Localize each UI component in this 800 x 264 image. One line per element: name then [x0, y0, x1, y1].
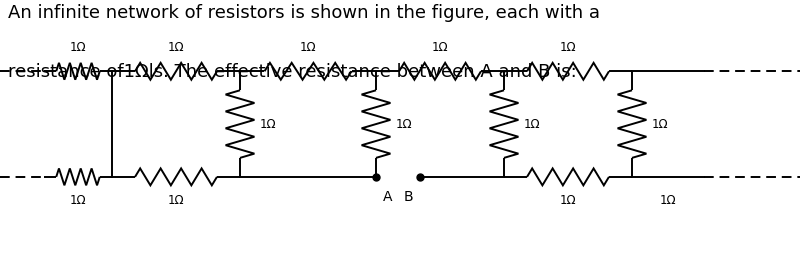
Text: 1Ω: 1Ω	[432, 41, 448, 54]
Text: 1Ω: 1Ω	[300, 41, 316, 54]
Text: 1Ω: 1Ω	[560, 194, 576, 207]
Text: 1Ω: 1Ω	[652, 117, 669, 131]
Text: 1Ω: 1Ω	[560, 41, 576, 54]
Text: 1Ω: 1Ω	[70, 41, 86, 54]
Text: An infinite network of resistors is shown in the figure, each with a: An infinite network of resistors is show…	[8, 4, 600, 22]
Text: A: A	[382, 190, 392, 204]
Text: 1Ω: 1Ω	[524, 117, 541, 131]
Text: 1Ω: 1Ω	[260, 117, 277, 131]
Text: 1Ω: 1Ω	[660, 194, 676, 207]
Text: 1Ω: 1Ω	[70, 194, 86, 207]
Text: 1Ω: 1Ω	[168, 194, 184, 207]
Text: 1Ω: 1Ω	[396, 117, 413, 131]
Text: 1Ω: 1Ω	[168, 41, 184, 54]
Text: B: B	[404, 190, 414, 204]
Text: resistance of1Ωls. The effective resistance between A and B is:: resistance of1Ωls. The effective resista…	[8, 63, 577, 81]
